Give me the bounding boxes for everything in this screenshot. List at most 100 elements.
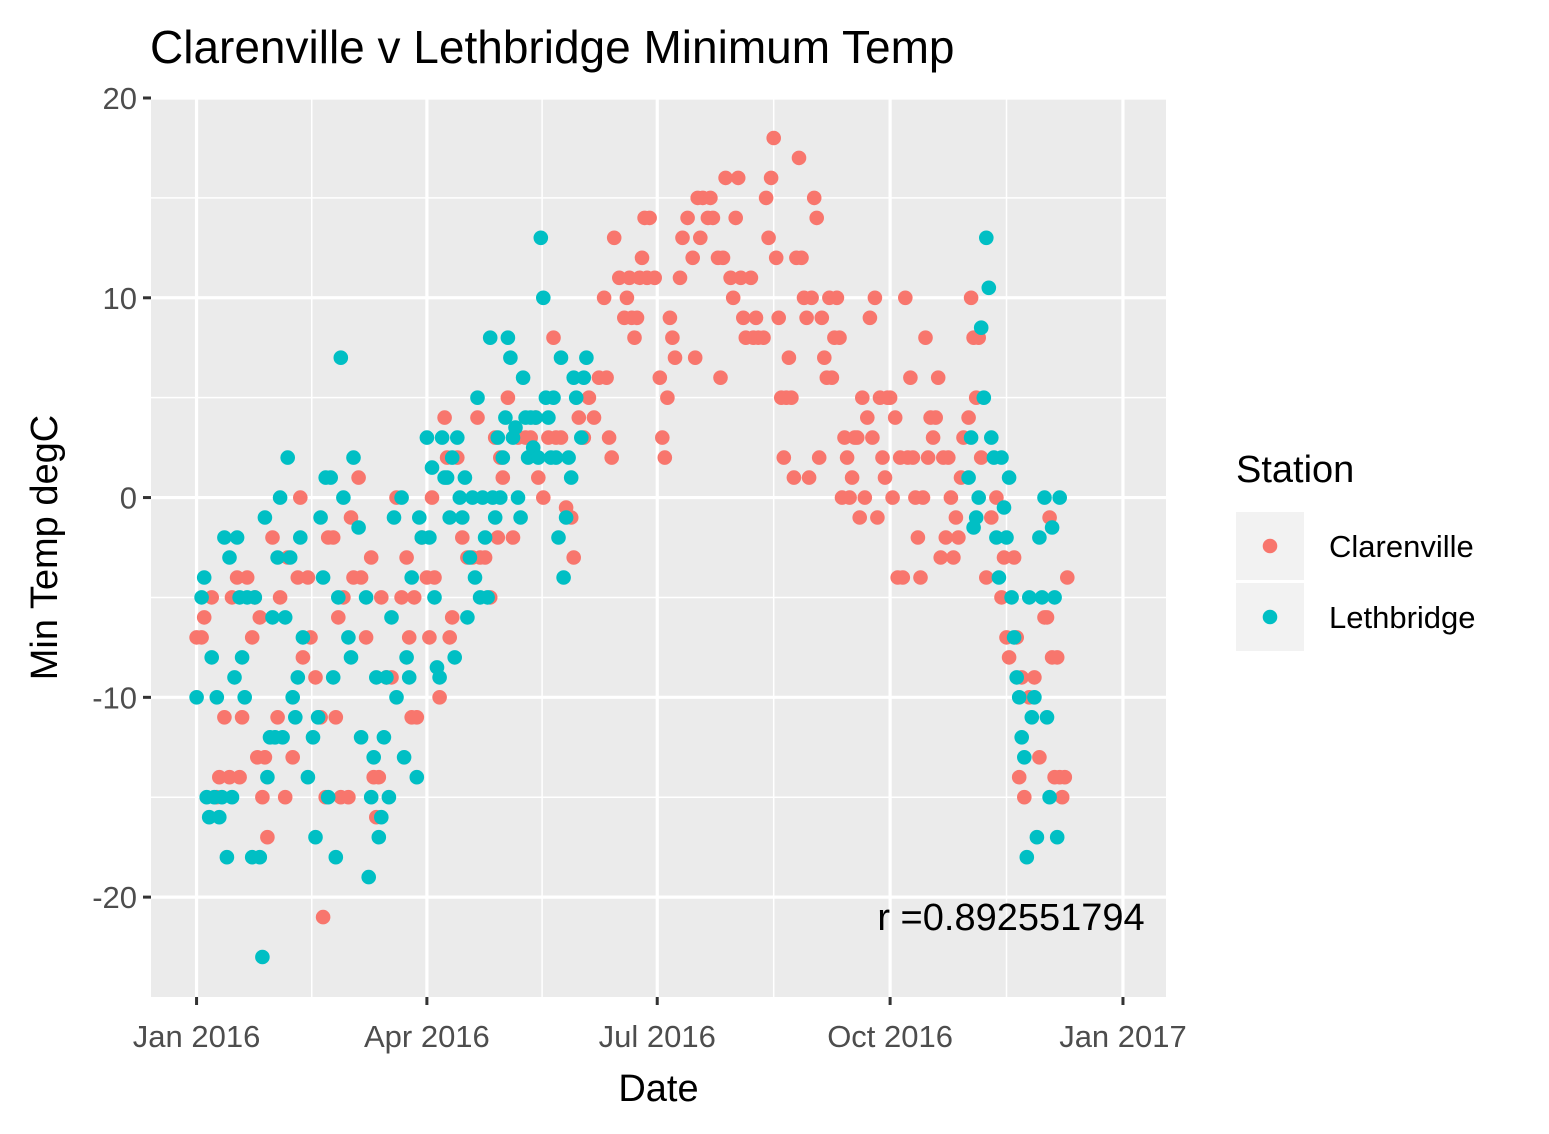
data-point [930, 370, 946, 386]
data-point [806, 190, 822, 206]
data-point [419, 430, 435, 445]
data-point [308, 829, 323, 845]
data-point [1049, 829, 1065, 845]
data-point [384, 610, 399, 625]
data-point [647, 270, 662, 286]
data-point [791, 150, 807, 166]
data-point [913, 570, 928, 585]
data-point [979, 570, 994, 585]
data-point [541, 410, 556, 425]
data-point [361, 869, 377, 885]
data-point [870, 510, 885, 525]
data-point [736, 310, 751, 326]
data-point [799, 310, 814, 326]
data-point [586, 410, 602, 425]
correlation-annotation: r =0.892551794 [877, 897, 1144, 939]
data-point [546, 390, 561, 406]
data-point [920, 450, 936, 465]
data-point [265, 530, 280, 545]
data-point [599, 370, 614, 386]
data-point [1039, 710, 1055, 725]
data-point [1044, 520, 1060, 535]
data-point [1042, 789, 1057, 805]
legend-label: Lethbridge [1329, 600, 1476, 635]
data-point [1054, 789, 1070, 805]
data-point [336, 490, 351, 505]
data-point [748, 310, 764, 326]
x-axis-title: Date [618, 1068, 698, 1110]
data-point [718, 170, 733, 186]
data-point [500, 330, 516, 346]
data-point [300, 570, 316, 585]
x-tick-label: Jan 2017 [1059, 1019, 1187, 1054]
data-point [465, 490, 480, 505]
data-point [1057, 769, 1073, 785]
data-point [961, 470, 976, 485]
x-axis: Jan 2016 Apr 2016 Jul 2016 Oct 2016 Jan 2017 [133, 997, 1187, 1054]
data-point [252, 610, 268, 625]
data-point [239, 570, 255, 585]
data-point [432, 690, 447, 705]
data-point [1024, 710, 1040, 725]
data-point [447, 650, 463, 665]
data-point [351, 520, 366, 535]
data-point [533, 230, 549, 246]
data-point [763, 170, 779, 186]
data-point [467, 570, 483, 585]
data-point [224, 789, 240, 805]
data-point [687, 350, 703, 366]
data-point [989, 490, 1004, 505]
data-point [255, 949, 270, 965]
data-point [756, 330, 771, 346]
data-point [837, 430, 852, 445]
data-point [761, 230, 776, 246]
data-point [814, 310, 830, 326]
data-point [371, 769, 387, 785]
data-point [232, 769, 247, 785]
data-point [470, 410, 485, 425]
data-point [855, 390, 870, 406]
data-point [576, 370, 592, 386]
data-point [1022, 590, 1037, 605]
data-point [1052, 490, 1067, 505]
data-point [260, 769, 275, 785]
data-point [887, 410, 903, 425]
data-point [693, 230, 708, 246]
data-point [204, 590, 219, 605]
data-point [705, 210, 721, 226]
data-point [994, 590, 1009, 605]
data-point [1014, 730, 1029, 745]
data-point [905, 450, 921, 465]
data-point [313, 510, 328, 525]
data-point [363, 550, 379, 565]
data-point [1006, 630, 1022, 645]
data-point [984, 510, 999, 525]
data-point [558, 510, 574, 525]
data-point [394, 590, 409, 605]
data-point [568, 390, 584, 406]
data-point [222, 769, 237, 785]
data-point [493, 490, 508, 505]
data-point [374, 590, 389, 605]
data-point [503, 350, 518, 366]
data-point [341, 630, 356, 645]
data-point [771, 310, 786, 326]
data-point [260, 829, 275, 845]
data-point [515, 370, 531, 386]
data-point [366, 750, 382, 765]
data-point [358, 630, 374, 645]
data-point [579, 350, 594, 366]
data-point [973, 450, 989, 465]
data-point [513, 510, 528, 525]
data-point [1017, 750, 1032, 765]
data-point [1017, 789, 1032, 805]
data-point [895, 570, 911, 585]
data-point [842, 490, 857, 505]
data-point [634, 250, 650, 266]
data-point [257, 750, 273, 765]
data-point [460, 610, 475, 625]
data-point [1047, 590, 1062, 605]
data-point [852, 510, 867, 525]
data-point [272, 590, 288, 605]
data-point [1029, 829, 1045, 845]
